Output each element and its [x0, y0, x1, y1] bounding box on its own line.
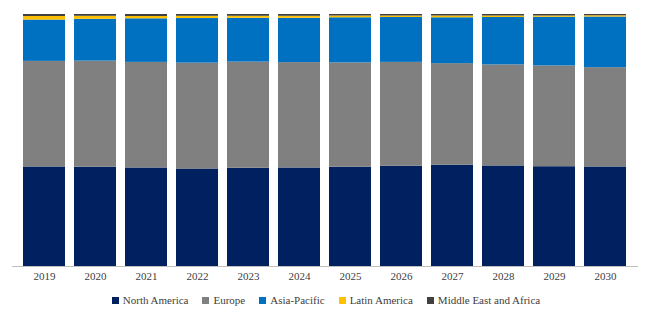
svg-text:2020: 2020: [85, 270, 108, 282]
html-text:Middle East and Africa: Middle East and Africa: [437, 294, 541, 306]
svg-text:2019: 2019: [34, 270, 57, 282]
svg-text:2024: 2024: [289, 270, 312, 282]
html-text:Europe: Europe: [213, 294, 246, 306]
svg-text:2029: 2029: [544, 270, 567, 282]
svg-text:2025: 2025: [340, 270, 363, 282]
svg-text:2026: 2026: [391, 270, 414, 282]
svg-text:2030: 2030: [595, 270, 618, 282]
svg-text:2028: 2028: [493, 270, 516, 282]
html-text:Latin America: Latin America: [349, 294, 413, 306]
svg-text:2023: 2023: [238, 270, 261, 282]
svg-text:2027: 2027: [442, 270, 465, 282]
svg-text:2021: 2021: [136, 270, 158, 282]
html-text:North America: North America: [122, 294, 189, 306]
html-text:Asia-Pacific: Asia-Pacific: [270, 294, 325, 306]
svg-text:2022: 2022: [187, 270, 209, 282]
